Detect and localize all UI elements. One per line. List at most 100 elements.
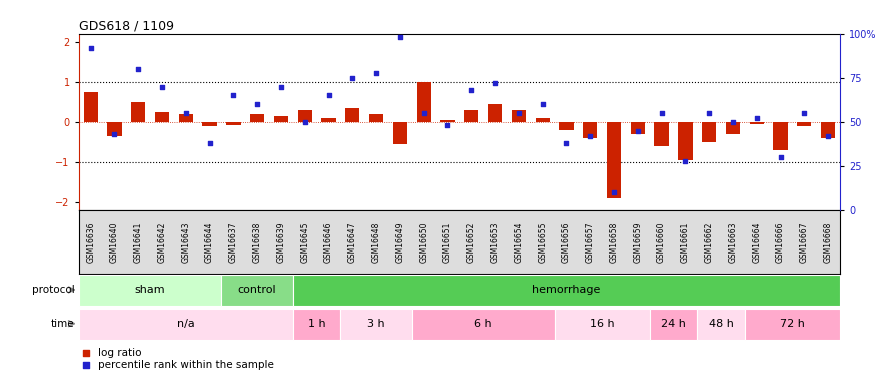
- Point: [536, 101, 550, 107]
- Text: GDS618 / 1109: GDS618 / 1109: [79, 20, 174, 33]
- Point: [522, 190, 536, 196]
- Bar: [250, 114, 264, 122]
- Bar: [488, 104, 502, 122]
- Bar: [79, 275, 221, 306]
- Point: [369, 69, 383, 75]
- Point: [522, 299, 536, 305]
- Bar: [346, 108, 360, 122]
- Point: [155, 84, 169, 90]
- Bar: [274, 116, 288, 122]
- Point: [465, 87, 479, 93]
- Text: GSM16652: GSM16652: [466, 221, 476, 262]
- Point: [250, 101, 264, 107]
- Text: GSM16648: GSM16648: [372, 221, 381, 262]
- Text: control: control: [238, 285, 276, 295]
- Text: GSM16641: GSM16641: [134, 221, 143, 262]
- Bar: [202, 122, 217, 126]
- Bar: [512, 110, 526, 122]
- Bar: [702, 122, 717, 142]
- Bar: [178, 114, 193, 122]
- Text: 3 h: 3 h: [368, 319, 385, 329]
- Text: GSM16650: GSM16650: [419, 221, 428, 262]
- Text: 72 h: 72 h: [780, 319, 805, 329]
- Bar: [654, 122, 668, 146]
- Text: GSM16638: GSM16638: [253, 221, 262, 262]
- Bar: [131, 102, 145, 122]
- Bar: [221, 275, 293, 306]
- Bar: [797, 122, 811, 126]
- Text: GSM16647: GSM16647: [348, 221, 357, 262]
- Point: [298, 119, 311, 125]
- Bar: [555, 309, 649, 340]
- Point: [346, 75, 360, 81]
- Text: GSM16651: GSM16651: [443, 221, 452, 262]
- Point: [416, 110, 430, 116]
- Bar: [227, 122, 241, 124]
- Text: 16 h: 16 h: [590, 319, 614, 329]
- Bar: [108, 122, 122, 136]
- Point: [559, 140, 573, 146]
- Text: GSM16636: GSM16636: [86, 221, 95, 262]
- Bar: [678, 122, 692, 160]
- Text: GSM16644: GSM16644: [205, 221, 214, 262]
- Bar: [464, 110, 479, 122]
- Text: sham: sham: [135, 285, 165, 295]
- Text: GSM16639: GSM16639: [276, 221, 285, 262]
- Text: 48 h: 48 h: [709, 319, 733, 329]
- Bar: [536, 118, 550, 122]
- Bar: [750, 122, 764, 124]
- Bar: [83, 92, 98, 122]
- Text: GSM16668: GSM16668: [823, 221, 833, 262]
- Bar: [726, 122, 740, 134]
- Text: GSM16655: GSM16655: [538, 221, 547, 262]
- Text: GSM16661: GSM16661: [681, 221, 690, 262]
- Bar: [293, 309, 340, 340]
- Text: GSM16653: GSM16653: [491, 221, 500, 262]
- Text: 24 h: 24 h: [661, 319, 686, 329]
- Text: GSM16662: GSM16662: [704, 221, 714, 262]
- Text: GSM16637: GSM16637: [229, 221, 238, 262]
- Text: protocol: protocol: [31, 285, 74, 295]
- Bar: [155, 112, 169, 122]
- Point: [203, 140, 217, 146]
- Point: [131, 66, 145, 72]
- Bar: [583, 122, 598, 138]
- Point: [227, 92, 241, 98]
- Bar: [559, 122, 574, 130]
- Text: hemorrhage: hemorrhage: [532, 285, 600, 295]
- Point: [726, 119, 740, 125]
- Text: GSM16660: GSM16660: [657, 221, 666, 262]
- Point: [750, 116, 764, 122]
- Text: GSM16663: GSM16663: [729, 221, 738, 262]
- Bar: [774, 122, 788, 150]
- Bar: [369, 114, 383, 122]
- Point: [178, 110, 192, 116]
- Point: [654, 110, 668, 116]
- Text: GSM16643: GSM16643: [181, 221, 190, 262]
- Bar: [607, 122, 621, 198]
- Bar: [821, 122, 836, 138]
- Point: [321, 92, 335, 98]
- Point: [488, 80, 502, 86]
- Bar: [298, 110, 311, 122]
- Bar: [321, 118, 336, 122]
- Point: [393, 34, 407, 40]
- Bar: [440, 120, 455, 122]
- Bar: [340, 309, 412, 340]
- Text: GSM16659: GSM16659: [634, 221, 642, 262]
- Text: n/a: n/a: [177, 319, 194, 329]
- Text: GSM16664: GSM16664: [752, 221, 761, 262]
- Text: GSM16657: GSM16657: [585, 221, 595, 262]
- Bar: [293, 275, 840, 306]
- Text: GSM16667: GSM16667: [800, 221, 808, 262]
- Text: time: time: [51, 319, 74, 329]
- Text: GSM16640: GSM16640: [110, 221, 119, 262]
- Text: GSM16642: GSM16642: [158, 221, 166, 262]
- Point: [584, 133, 598, 139]
- Text: GSM16666: GSM16666: [776, 221, 785, 262]
- Point: [797, 110, 811, 116]
- Text: GSM16658: GSM16658: [610, 221, 619, 262]
- Bar: [393, 122, 407, 144]
- Point: [774, 154, 788, 160]
- Bar: [79, 309, 293, 340]
